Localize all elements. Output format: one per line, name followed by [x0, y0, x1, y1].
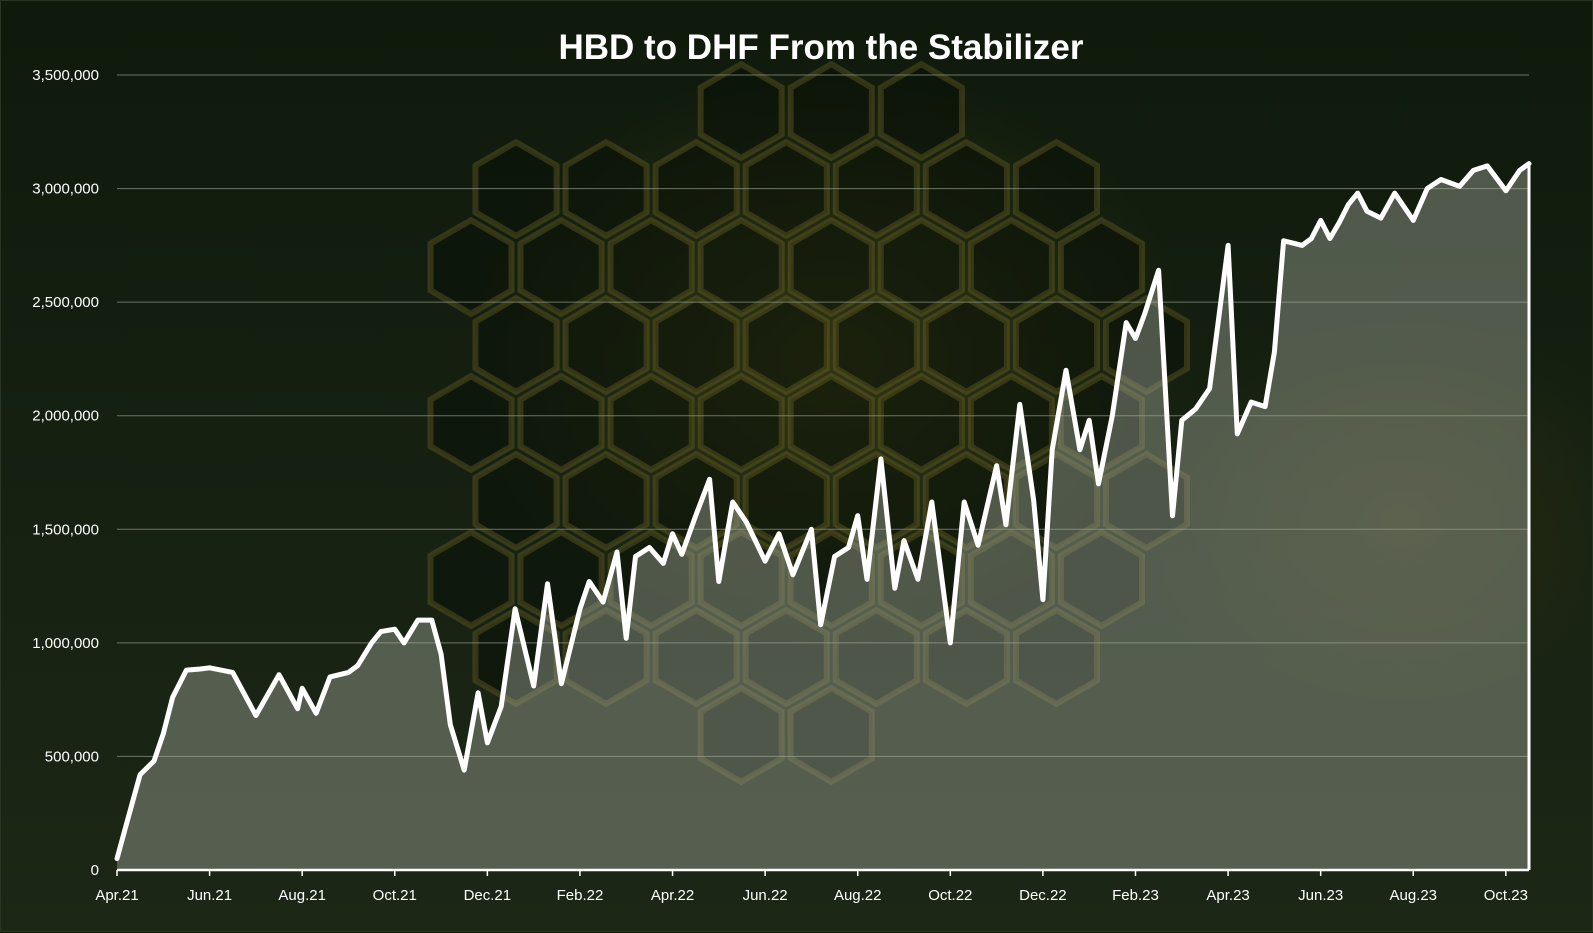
decor-hexagon	[1012, 606, 1100, 708]
x-tick-label: Oct.22	[928, 887, 972, 904]
decor-hexagon	[1103, 450, 1190, 552]
x-tick-label: Aug.22	[834, 887, 882, 904]
decor-hexagon	[787, 684, 875, 786]
x-tick-label: Feb.22	[557, 887, 604, 904]
decor-hexagon	[652, 606, 740, 708]
x-tick-label: Dec.21	[464, 887, 512, 904]
y-tick-label: 3,000,000	[32, 181, 99, 198]
x-axis-tick-labels: Apr.21 Jun.21 Aug.21 Oct.21 Dec.21 Feb.22 Apr.…	[95, 870, 1528, 904]
x-tick-label: Jun.23	[1298, 887, 1343, 904]
decor-hexagon	[877, 372, 965, 474]
decor-hexagon	[742, 606, 830, 708]
decor-hexagon	[562, 294, 650, 396]
decor-hexagon	[922, 294, 1010, 396]
gridlines	[117, 74, 1529, 757]
decor-hexagon	[472, 450, 560, 552]
decor-hexagon	[832, 606, 920, 708]
x-tick-label: Oct.23	[1484, 887, 1528, 904]
x-tick-label: Feb.23	[1112, 887, 1159, 904]
y-tick-label: 3,500,000	[32, 67, 99, 84]
decor-hexagon	[967, 528, 1055, 630]
y-tick-label: 500,000	[45, 748, 99, 765]
y-axis-tick-labels: 0 500,000 1,000,000 1,500,000 2,000,000 2,500…	[32, 67, 99, 879]
series-area-fill	[117, 163, 1529, 871]
decor-hexagon	[877, 216, 965, 318]
decor-hexagon	[652, 294, 740, 396]
decor-hexagon	[607, 216, 695, 318]
y-tick-label: 0	[91, 862, 99, 879]
decor-hexagon	[427, 528, 515, 630]
decor-hexagon	[742, 294, 830, 396]
x-tick-label: Aug.23	[1389, 887, 1437, 904]
y-tick-label: 1,500,000	[32, 521, 99, 538]
decor-hexagon	[787, 60, 875, 162]
x-tick-label: Jun.22	[743, 887, 788, 904]
x-tick-label: Apr.22	[651, 887, 694, 904]
decor-hexagon	[1012, 294, 1100, 396]
honeycomb-background-art	[427, 60, 1190, 786]
decor-hexagon	[877, 60, 965, 162]
x-tick-label: Apr.21	[95, 887, 138, 904]
decor-hexagon	[697, 216, 785, 318]
decor-hexagon	[562, 450, 650, 552]
decor-hexagon	[697, 684, 785, 786]
decor-hexagon	[427, 216, 515, 318]
series-line	[114, 161, 1532, 862]
chart-title: HBD to DHF From the Stabilizer	[558, 28, 1083, 67]
x-tick-label: Aug.21	[278, 887, 326, 904]
x-tick-label: Apr.23	[1206, 887, 1249, 904]
decor-hexagon	[967, 216, 1055, 318]
decor-hexagon	[832, 294, 920, 396]
decor-hexagon	[1057, 528, 1145, 630]
decor-hexagon	[697, 372, 785, 474]
x-tick-label: Dec.22	[1019, 887, 1067, 904]
decor-hexagon	[607, 372, 695, 474]
decor-hexagon	[472, 294, 560, 396]
decor-hexagon	[427, 372, 515, 474]
y-tick-label: 1,000,000	[32, 635, 99, 652]
x-tick-label: Jun.21	[187, 887, 232, 904]
decor-hexagon	[517, 372, 605, 474]
decor-hexagon	[697, 60, 785, 162]
decor-hexagon	[742, 450, 830, 552]
decor-hexagon	[1057, 216, 1145, 318]
decor-hexagon	[652, 450, 740, 552]
decor-hexagon	[517, 216, 605, 318]
y-tick-label: 2,000,000	[32, 408, 99, 425]
decor-hexagon	[922, 606, 1010, 708]
decor-hexagon	[787, 372, 875, 474]
y-tick-label: 2,500,000	[32, 294, 99, 311]
decor-hexagon	[787, 216, 875, 318]
x-tick-label: Oct.21	[373, 887, 417, 904]
